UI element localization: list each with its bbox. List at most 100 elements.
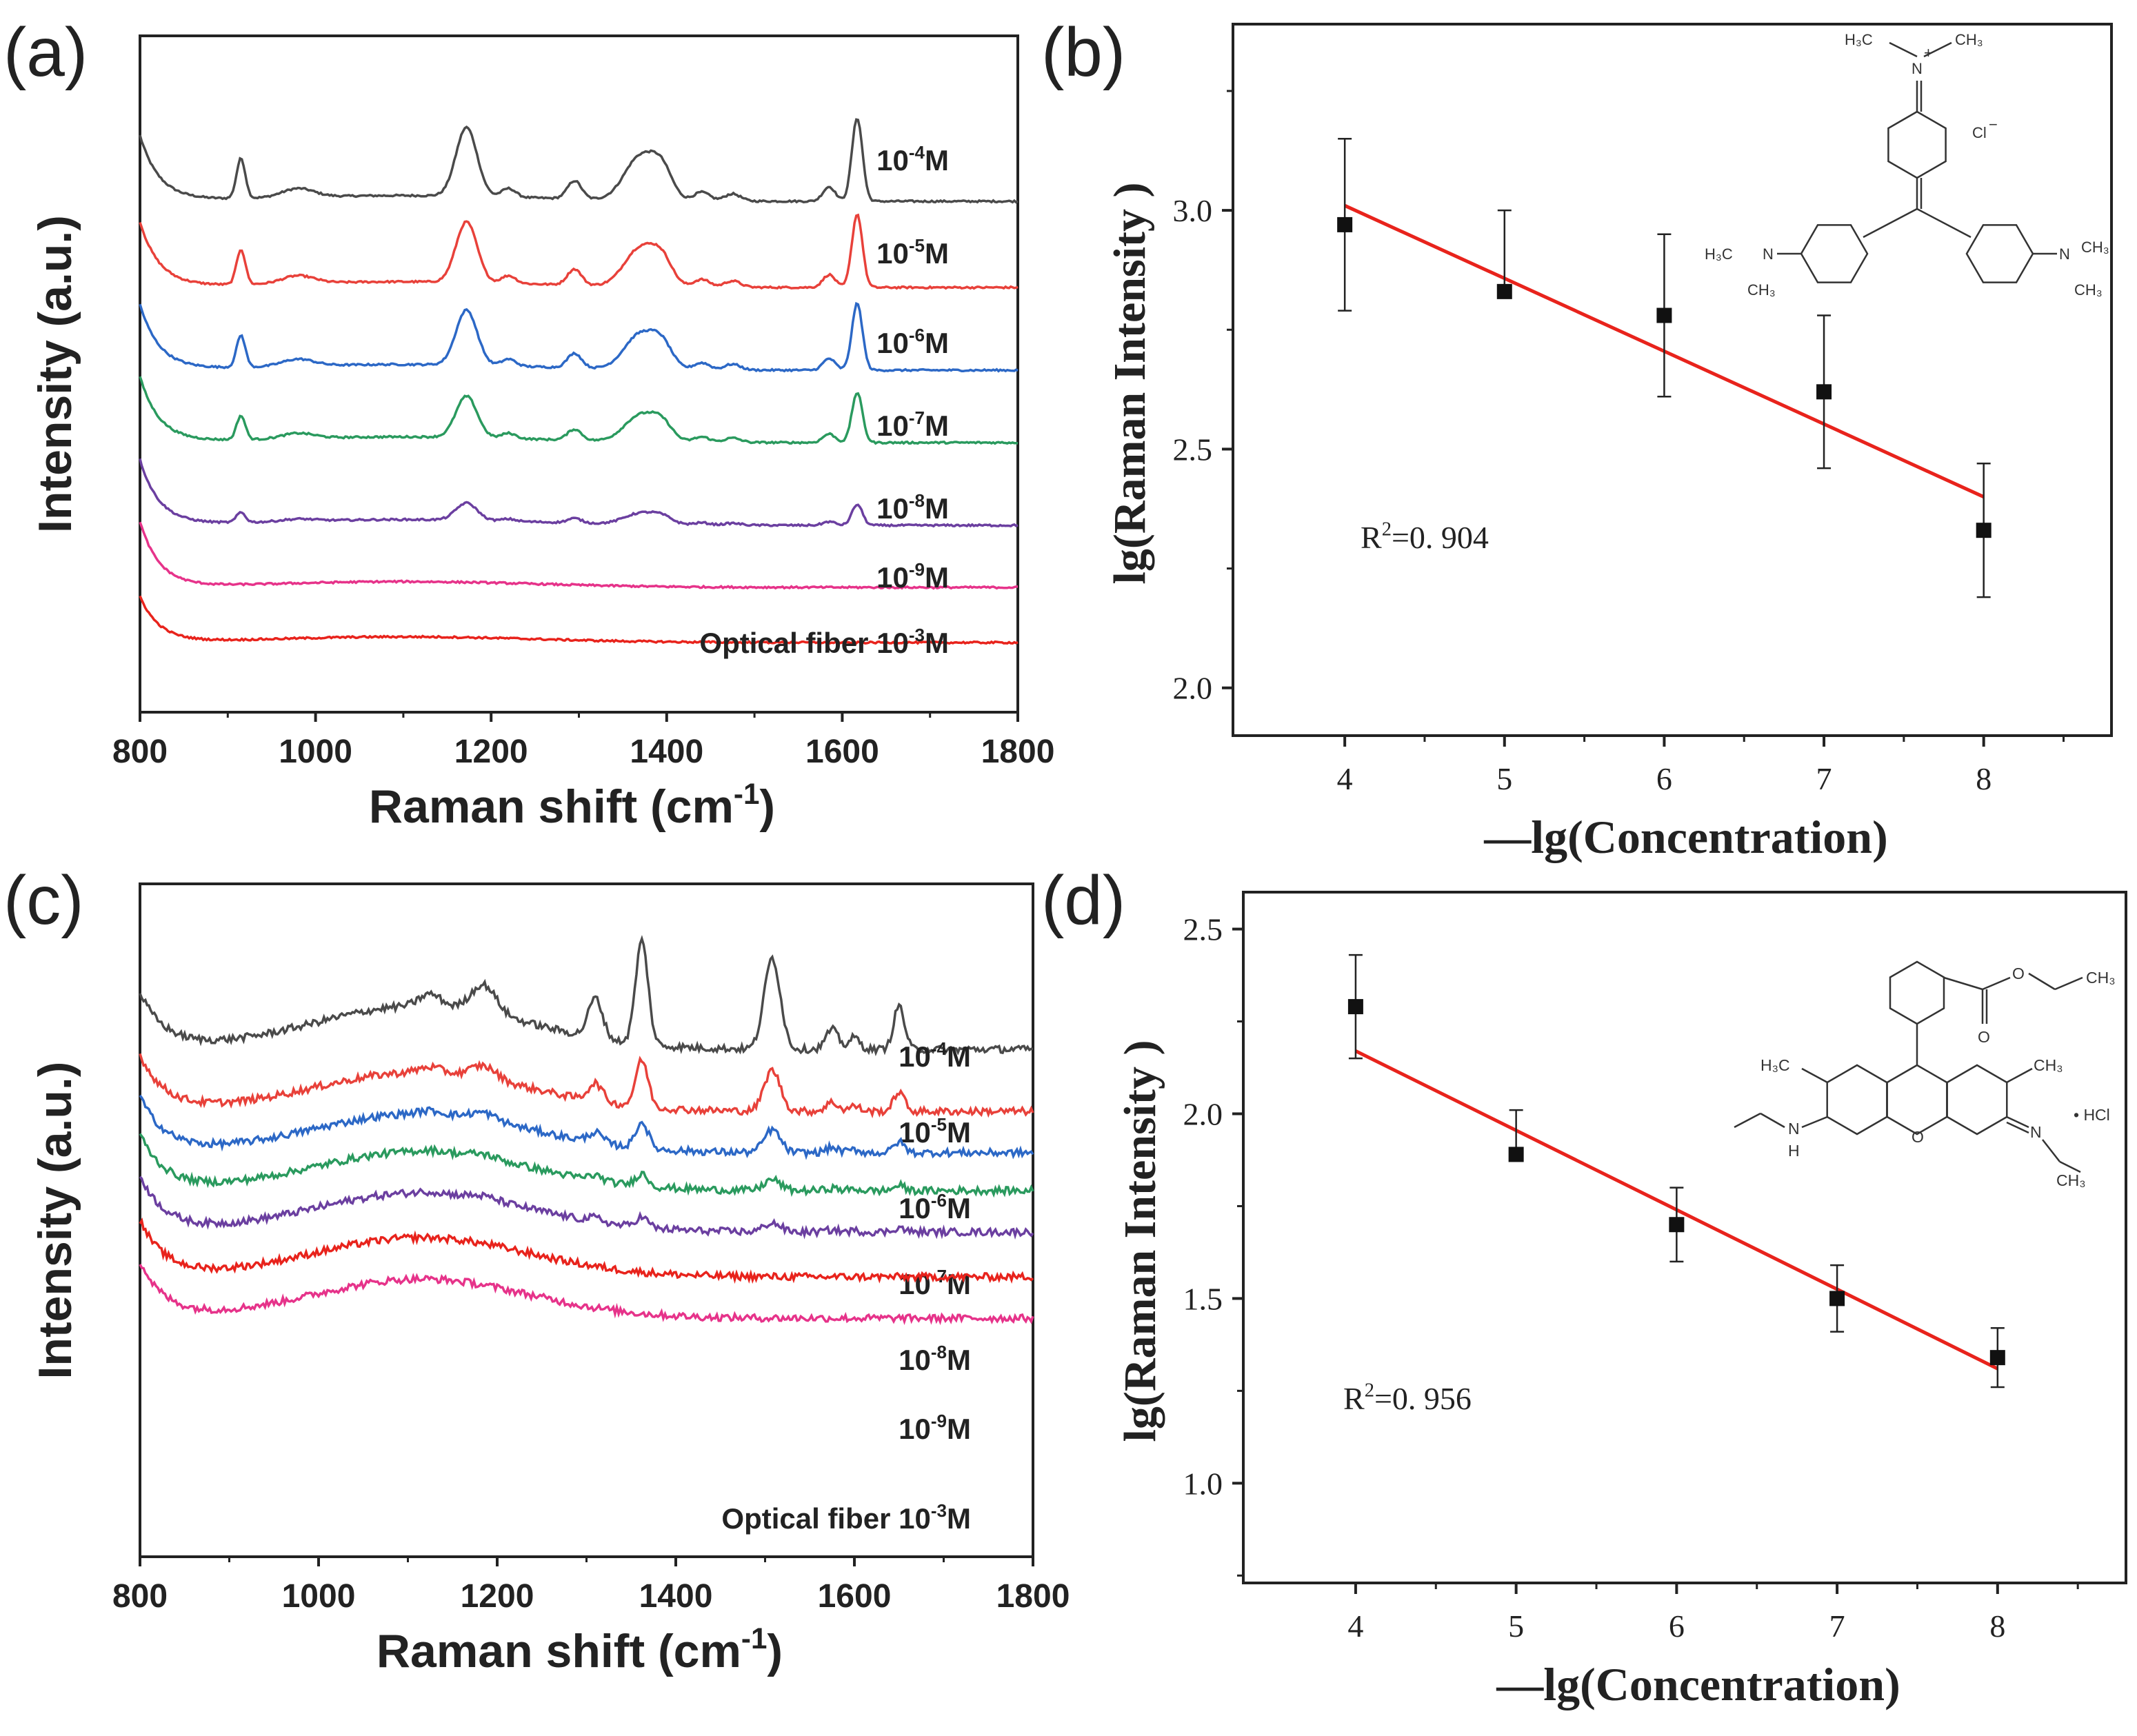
series-label-base: 10 [899,1192,931,1224]
series-label-exp: -7 [931,1266,947,1286]
x-axis-label: —lg(Concentration) [1483,811,1887,863]
x-tick-label: 5 [1508,1608,1524,1644]
bond [1863,208,1918,239]
series-label-base: 10 [876,144,909,176]
data-point [1816,384,1832,400]
series-label-base: 10 [876,561,909,594]
series-label-tail: M [947,1502,971,1535]
series-label-exp: -4 [931,1038,947,1059]
data-point [1989,1350,2005,1366]
atom-label: CH₃ [1747,281,1776,299]
bond [1923,41,1952,58]
series-label-tail: M [947,1040,971,1073]
series-label-base: Optical fiber 10 [721,1502,930,1535]
series-label: 10-8M [899,1342,971,1376]
atom-label: H [1788,1142,1800,1160]
data-point [1347,999,1363,1015]
y-axis-label: Intensity (a.u.) [29,215,81,533]
series-label-tail: M [925,410,949,442]
x-tick-label: 1400 [630,734,703,770]
series-label-base: 10 [899,1116,931,1149]
bond [1801,1116,1828,1129]
series-label-exp: -9 [909,559,925,580]
x-axis-label: Raman shift (cm-1) [369,778,775,833]
x-axis-label: Raman shift (cm-1) [377,1622,783,1677]
atom-label: N [1763,245,1774,263]
x-axis-label-base: Raman shift (cm [369,780,734,833]
series-label-tail: M [947,1192,971,1224]
right-ring [1946,1064,2008,1136]
bond [2054,976,2083,991]
x-tick-label: 6 [1669,1608,1685,1644]
series-label: Optical fiber 10-3M [699,625,949,659]
r-squared-annotation: R2=0. 956 [1343,1380,1472,1416]
series-label-base: 10 [899,1413,931,1445]
atom-label: CH₃ [2034,1056,2063,1074]
x-tick-label: 4 [1347,1608,1363,1644]
atom-label: N [2059,245,2070,263]
x-tick-label: 5 [1496,761,1512,796]
r-squared-annotation-tail: =0. 904 [1392,520,1489,555]
bond [2006,1121,2029,1134]
r-squared-annotation: R2=0. 904 [1361,519,1489,555]
series-label-exp: -9 [931,1411,947,1431]
series-label-exp: -8 [909,490,925,511]
series-label-base: 10 [899,1040,931,1073]
x-tick-label: 1800 [996,1578,1070,1615]
series-label-base: 10 [876,492,909,525]
series-label-base: 10 [899,1344,931,1376]
bond [1760,1112,1785,1129]
series-label-tail: M [925,144,949,176]
atom-label: N [1788,1120,1800,1138]
x-axis-label-exp: -1 [734,778,759,810]
data-point [1656,307,1672,323]
series-label-exp: -3 [931,1500,947,1521]
r-squared-annotation-base: R [1343,1381,1365,1416]
series-label-tail: M [947,1268,971,1300]
atom-label: CH₃ [2074,281,2103,299]
r-squared-annotation-base: R [1361,520,1382,555]
panel-b: 4 5 6 7 8 2.0 2.5 3.0 —lg(Concentration) lg(Raman… [1105,23,2113,863]
spectrum-line [139,458,1019,528]
r-squared-annotation-exp: 2 [1382,519,1392,541]
atom-label: • HCl [2074,1106,2110,1124]
atom-label: CH₃ [2056,1171,2086,1189]
x-tick-label: 1000 [279,734,352,770]
x-tick-label: 7 [1829,1608,1845,1644]
bond [1801,1067,1828,1084]
spectrum-line [139,935,1034,1057]
atom-label: CH₃ [1955,31,1983,48]
series-label-exp: -7 [909,407,925,428]
series-label-base: 10 [876,327,909,359]
plot-frame [139,34,1019,714]
spectrum-line [139,376,1019,445]
atom-label: H₃C [1845,31,1873,48]
y-tick-label: 1.0 [1183,1466,1223,1501]
panel-c: 800 1000 1200 1400 1600 1800 Raman shift (cm-1… [29,882,1070,1677]
spectrum-line [139,1217,1034,1284]
y-tick-label: 2.5 [1183,912,1223,947]
x-tick-label: 1800 [981,734,1055,770]
x-tick-label: 6 [1656,761,1672,796]
series-label: 10-6M [899,1190,971,1224]
x-tick-label: 1400 [639,1578,713,1615]
y-axis-label: lg(Raman Intensity ) [1105,182,1155,584]
r-squared-annotation-tail: =0. 956 [1374,1381,1472,1416]
left-ring [1800,224,1869,283]
x-tick-label: 800 [112,734,168,770]
x-tick-label: 1200 [454,734,528,770]
series-label: 10-5M [876,235,949,270]
bond [1982,976,2011,991]
plot-frame [1232,23,2113,737]
series-label: 10-4M [876,142,949,176]
right-ring [1965,224,2034,283]
series-label-tail: M [925,237,949,270]
atom-label: CH₃ [2081,239,2109,256]
atom-label: + [1924,44,1933,61]
data-point [1829,1291,1845,1306]
bond [2028,972,2056,991]
spectrum-line [139,595,1019,645]
x-tick-label: 1000 [282,1578,356,1615]
data-point [1496,283,1512,299]
